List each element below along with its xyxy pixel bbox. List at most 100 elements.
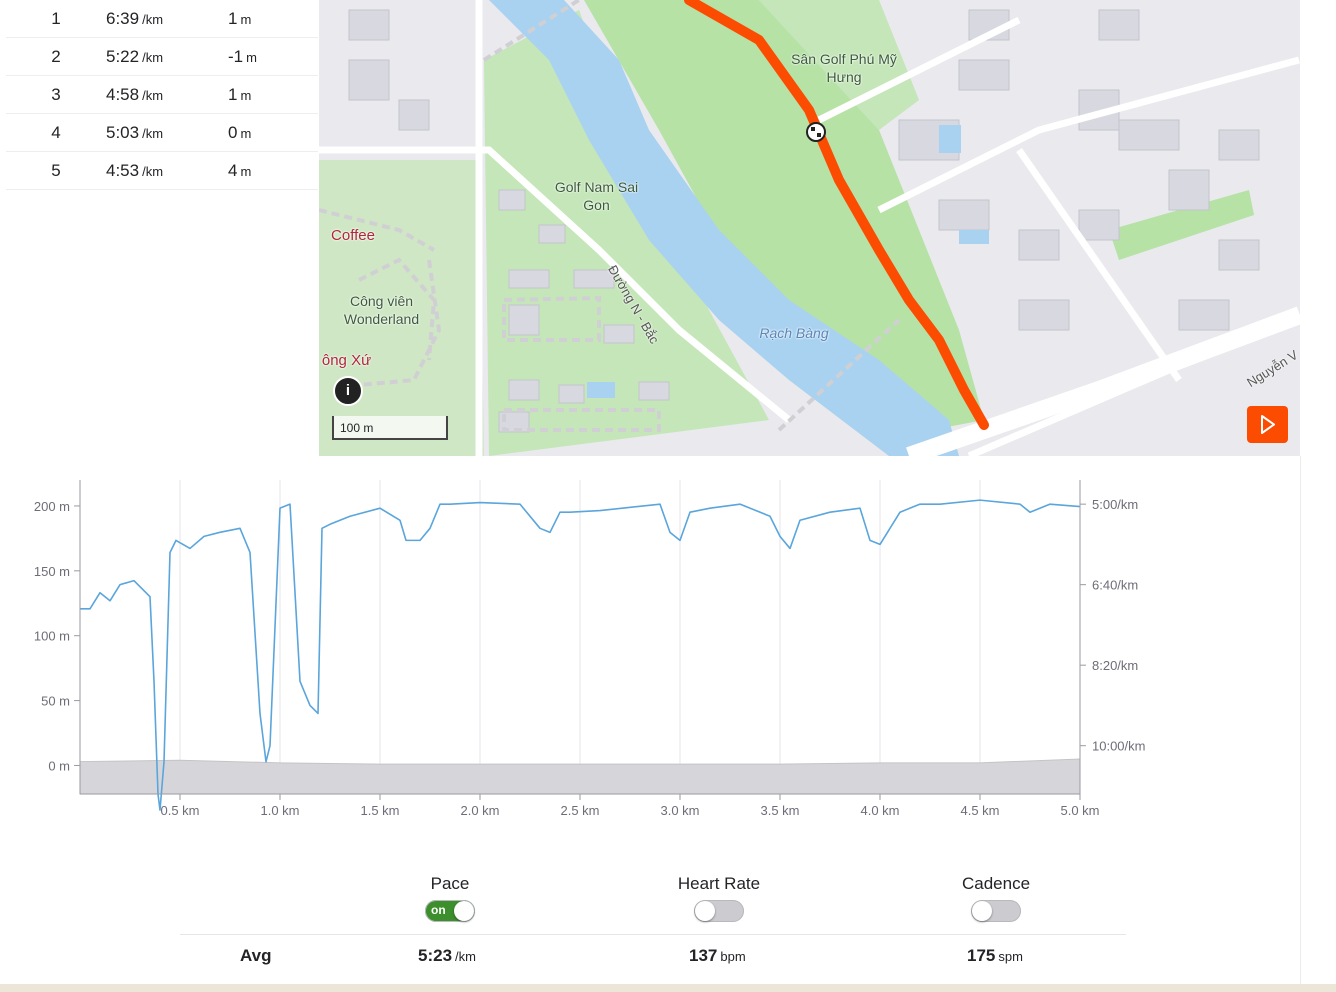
x-tick-label: 3.5 km [760,803,799,818]
map-label-golf-nam-sai: Golf Nam Sai Gon [554,179,639,213]
avg-cadence-unit: spm [998,949,1023,964]
split-km: 5 [51,160,61,180]
split-pace-unit: /km [142,125,164,141]
heart-rate-stat: Heart Rate [658,874,780,922]
x-tick-label: 4.5 km [960,803,999,818]
pace-line [80,499,1081,811]
map-label-ong-xu: ông Xứ [321,352,372,369]
split-elevation-unit: m [240,163,252,179]
split-elevation-value: 0 [228,122,238,142]
avg-cadence-value: 175 [967,946,996,965]
split-elevation-unit: m [240,125,252,141]
split-pace-value: 6:39 [106,8,140,28]
elevation-area [79,758,1081,795]
split-row: 4 5:03/km 0 m [6,114,318,152]
splits-table: 1 6:39/km 1 m 2 5:22/km -1 m 3 4:58/km 1 m 4 5:03/km 0… [6,0,318,190]
split-pace: 4:53/km [106,161,228,181]
avg-pace-value: 5:23 [418,946,453,965]
route-line [684,0,989,430]
map-background [319,0,1300,456]
map-scale-bar: 100 m [332,416,448,440]
map-label-rach-bang: Rạch Bàng [759,325,829,341]
split-elevation-value: -1 [228,46,244,66]
content-border [1300,456,1301,984]
y-left-tick-label: 200 m [34,499,70,514]
avg-heart-rate-value: 137 [689,946,718,965]
stats-divider [180,934,1126,935]
x-tick-label: 2.0 km [460,803,499,818]
pace-stat: Pace on [400,874,500,922]
split-pace: 4:58/km [106,85,228,105]
split-elevation-unit: m [240,87,252,103]
y-right-tick-label: 8:20/km [1092,658,1138,673]
x-tick-label: 0.5 km [160,803,199,818]
map-label-coffee: Coffee [331,227,375,244]
x-tick-label: 3.0 km [660,803,699,818]
pace-toggle[interactable]: on [425,900,475,922]
y-left-tick-label: 150 m [34,564,70,579]
cadence-label: Cadence [961,874,1031,893]
x-tick-label: 5.0 km [1060,803,1099,818]
split-pace-unit: /km [142,49,164,65]
split-pace-unit: /km [142,11,164,27]
avg-heart-rate: 137 bpm [689,946,746,966]
pace-toggle-knob [454,901,474,921]
split-pace-value: 4:53 [106,160,140,180]
split-row: 5 4:53/km 4 m [6,152,318,190]
split-pace-value: 4:58 [106,84,140,104]
split-km: 3 [51,84,61,104]
flyby-play-button[interactable] [1247,406,1288,443]
finish-marker-icon [806,122,826,142]
bottom-bar [0,984,1336,992]
y-left-tick-label: 0 m [48,758,70,773]
split-pace: 6:39/km [106,9,228,29]
cadence-stat: Cadence [946,874,1046,922]
cadence-toggle[interactable] [971,900,1021,922]
pace-elevation-chart[interactable]: 200 m 150 m 100 m 50 m 0 m 5:00/km 6:40/km 8:20… [0,470,1336,830]
split-elevation-unit: m [240,11,252,27]
split-km: 4 [51,122,61,142]
avg-label: Avg [240,946,272,965]
split-row: 3 4:58/km 1 m [6,76,318,114]
y-left-tick-label: 50 m [41,694,70,709]
route-map[interactable]: Sân Golf Phú Mỹ Hưng Golf Nam Sai Gon Coff… [319,0,1300,456]
map-label-cong-vien: Công viên Wonderland [343,293,420,327]
heart-rate-label: Heart Rate [677,874,761,893]
split-row: 1 6:39/km 1 m [6,0,318,38]
x-tick-label: 1.0 km [260,803,299,818]
y-right-tick-label: 6:40/km [1092,578,1138,593]
y-right-tick-label: 10:00/km [1092,739,1145,754]
x-tick-label: 1.5 km [360,803,399,818]
split-elevation-unit: m [246,49,257,65]
split-elevation-value: 4 [228,160,238,180]
avg-heart-rate-unit: bpm [720,949,746,964]
split-pace-unit: /km [142,87,164,103]
split-elevation-value: 1 [228,84,238,104]
split-km: 2 [51,46,61,66]
map-info-button[interactable]: i [333,376,363,406]
split-pace: 5:22/km [106,47,228,67]
split-pace-value: 5:22 [106,46,140,66]
pace-label: Pace [430,874,470,893]
split-pace-unit: /km [142,163,164,179]
y-left-tick-label: 100 m [34,629,70,644]
play-icon [1261,415,1275,434]
pace-toggle-state: on [431,903,446,917]
heart-rate-toggle-knob [695,901,715,921]
map-label-golf-phu-my: Sân Golf Phú Mỹ Hưng [791,51,897,85]
avg-cadence: 175 spm [967,946,1023,966]
heart-rate-toggle[interactable] [694,900,744,922]
split-km: 1 [51,8,61,28]
avg-pace: 5:23/km [418,946,476,966]
x-tick-label: 4.0 km [860,803,899,818]
split-elevation-value: 1 [228,8,238,28]
y-right-tick-label: 5:00/km [1092,497,1138,512]
split-pace: 5:03/km [106,123,228,143]
cadence-toggle-knob [972,901,992,921]
split-row: 2 5:22/km -1 m [6,38,318,76]
split-pace-value: 5:03 [106,122,140,142]
